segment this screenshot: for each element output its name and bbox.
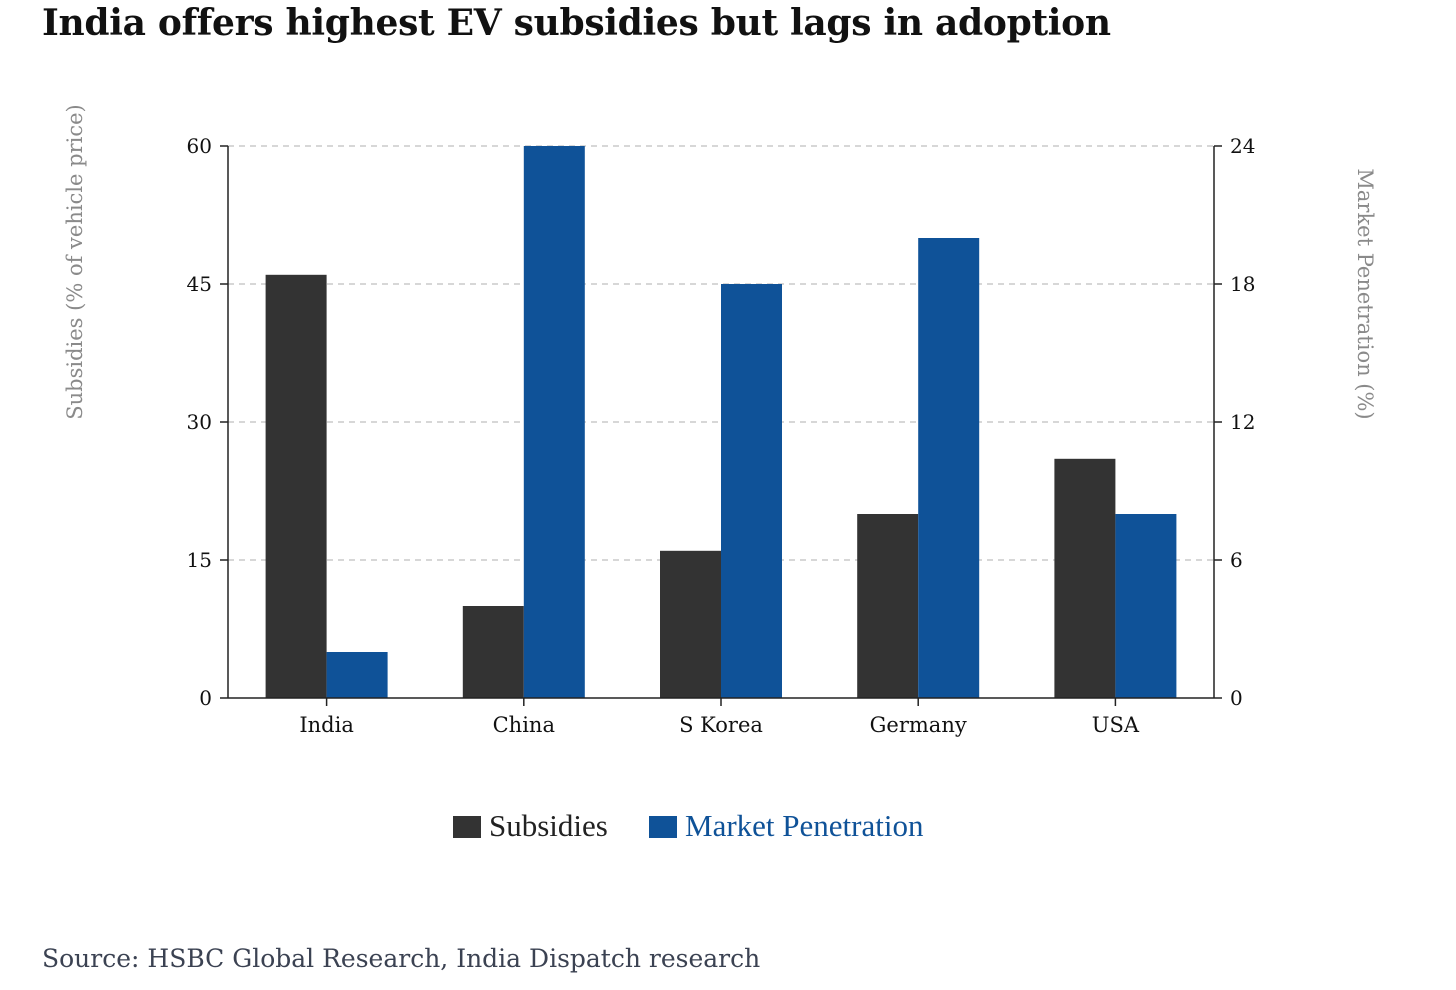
chart-title: India offers highest EV subsidies but la… — [42, 2, 1111, 44]
x-tick-label: India — [299, 713, 354, 737]
bar-market-penetration — [523, 146, 585, 698]
y-tick-label-right: 12 — [1230, 410, 1255, 434]
x-tick-label: S Korea — [679, 713, 763, 737]
bar-market-penetration — [326, 652, 388, 698]
bar-market-penetration — [1115, 514, 1177, 698]
x-tick-label: USA — [1092, 713, 1140, 737]
y-tick-label-left: 45 — [187, 272, 212, 296]
y-axis-label-right: Market Penetration (%) — [1353, 168, 1377, 419]
bar-subsidies — [462, 606, 524, 698]
x-tick-label: Germany — [870, 713, 967, 737]
bar-subsidies — [857, 514, 919, 698]
legend: Subsidies Market Penetration — [453, 808, 924, 843]
legend-swatch — [649, 816, 677, 838]
y-tick-label-right: 6 — [1230, 548, 1243, 572]
bar-subsidies — [660, 550, 721, 698]
tick-labels: 0 15 30 45 60 0 6 12 18 24 India China S Korea German… — [187, 134, 1256, 737]
source-note: Source: HSBC Global Research, India Disp… — [42, 944, 761, 973]
bar-market-penetration — [918, 238, 980, 698]
y-tick-label-left: 30 — [187, 410, 212, 434]
y-tick-label-left: 0 — [199, 686, 212, 710]
y-axis-label-left: Subsidies (% of vehicle price) — [63, 104, 87, 420]
legend-label: Subsidies — [489, 808, 608, 843]
bars — [265, 146, 1177, 698]
y-tick-label-right: 0 — [1230, 686, 1243, 710]
legend-swatch — [453, 816, 481, 838]
y-tick-label-right: 24 — [1230, 134, 1255, 158]
y-tick-label-left: 60 — [187, 134, 212, 158]
bar-subsidies — [1054, 458, 1116, 698]
y-tick-label-left: 15 — [187, 548, 212, 572]
legend-label: Market Penetration — [685, 808, 924, 843]
y-tick-label-right: 18 — [1230, 272, 1255, 296]
x-tick-label: China — [493, 713, 555, 737]
bar-market-penetration — [721, 284, 782, 698]
bar-subsidies — [265, 274, 327, 698]
